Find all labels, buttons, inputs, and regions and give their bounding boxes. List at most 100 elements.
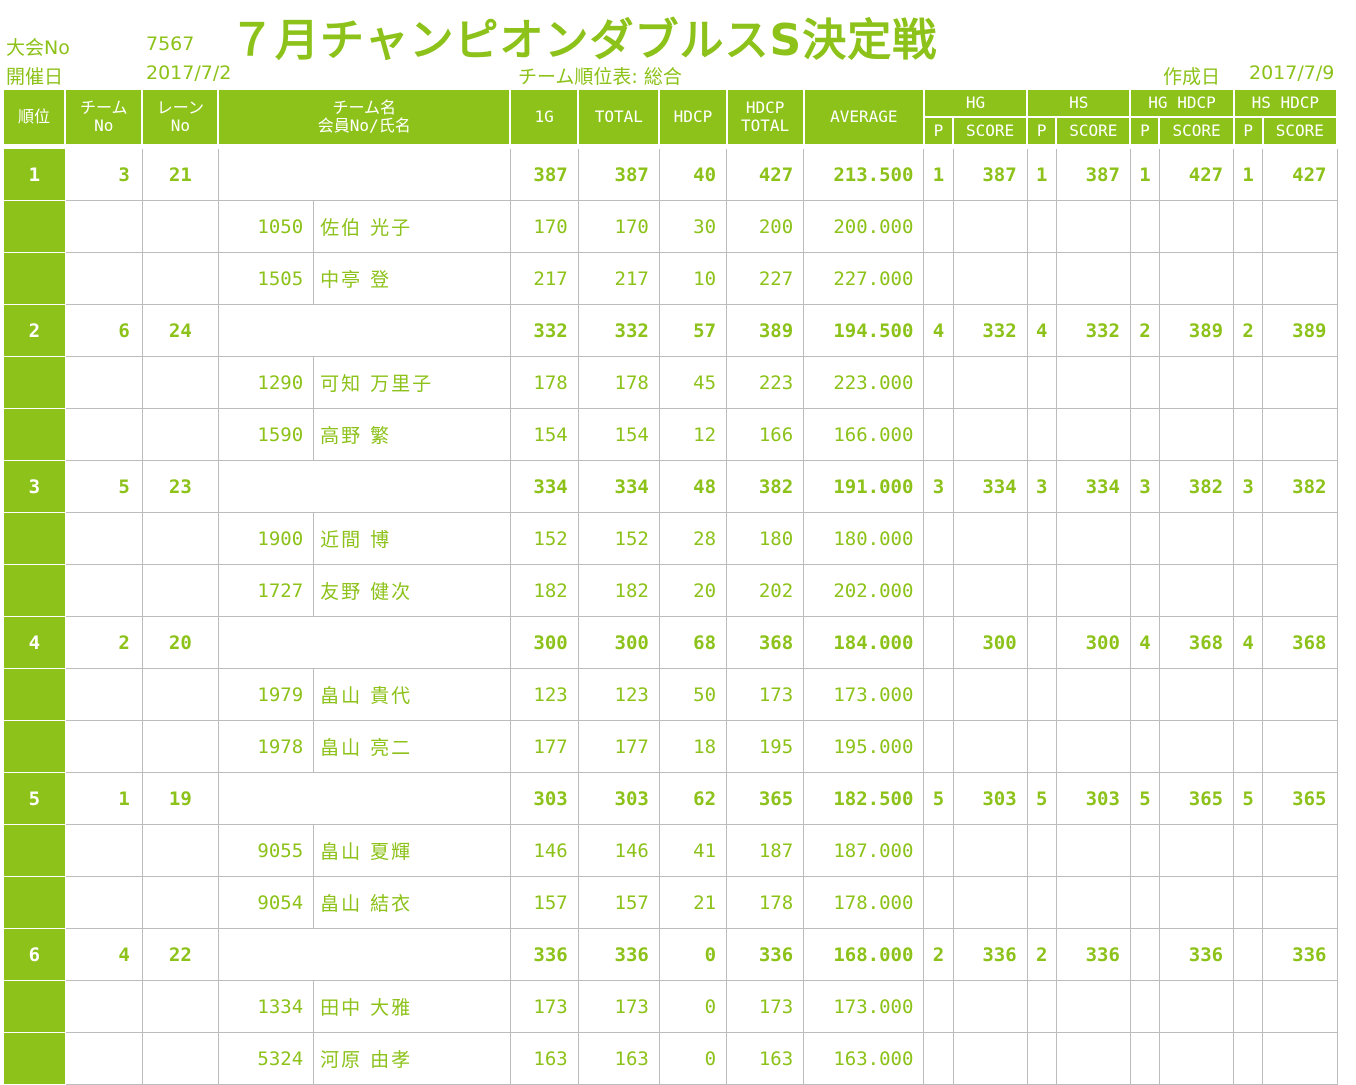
- hdcp-cell: 10: [659, 252, 728, 305]
- hg-score-cell: 336: [953, 928, 1028, 981]
- team-name-cell: [218, 616, 511, 669]
- col-hg-score: SCORE: [953, 117, 1029, 146]
- empty-cell: [1130, 980, 1160, 1033]
- empty-cell: [1159, 252, 1235, 305]
- team-no-cell: [65, 252, 143, 305]
- game1-cell: 123: [510, 668, 579, 721]
- team-no-cell: [65, 512, 143, 565]
- hg-score-cell: 334: [953, 460, 1028, 513]
- empty-cell: [1159, 1032, 1235, 1085]
- hdcp-cell: 0: [659, 980, 728, 1033]
- team-no-cell: [65, 720, 143, 773]
- created-date: 2017/7/9: [1249, 62, 1335, 84]
- empty-cell: [1027, 876, 1057, 929]
- empty-cell: [1130, 356, 1160, 409]
- hg-hdcp-score-cell: 389: [1159, 304, 1235, 357]
- empty-cell: [923, 252, 954, 305]
- team-row: 6 4 22 336 336 0 336 168.000 2 336 2 336 336 336: [4, 928, 1338, 981]
- rank-cell: [4, 200, 66, 253]
- empty-cell: [923, 668, 954, 721]
- lane-no-cell: [142, 356, 219, 409]
- empty-cell: [1130, 408, 1160, 461]
- hdcp-cell: 0: [659, 1032, 728, 1085]
- hdcp-total-cell: 368: [726, 616, 805, 669]
- empty-cell: [1159, 980, 1235, 1033]
- member-row: 1727 友野 健次 182 182 20 202 202.000: [4, 564, 1338, 617]
- empty-cell: [1262, 1032, 1338, 1085]
- empty-cell: [1056, 824, 1131, 877]
- tournament-no-label: 大会No: [6, 37, 70, 59]
- hs-hdcp-score-cell: 336: [1262, 928, 1338, 981]
- member-no-cell: 1979: [218, 668, 315, 721]
- empty-cell: [1262, 980, 1338, 1033]
- member-row: 1505 中亭 登 217 217 10 227 227.000: [4, 252, 1338, 305]
- hs-hdcp-place-cell: 3: [1233, 460, 1264, 513]
- lane-no-cell: [142, 252, 219, 305]
- empty-cell: [1056, 564, 1131, 617]
- empty-cell: [923, 720, 954, 773]
- col-hdcp-total: HDCP TOTAL: [726, 90, 805, 146]
- member-no-cell: 1727: [218, 564, 315, 617]
- empty-cell: [1233, 824, 1264, 877]
- empty-cell: [1056, 668, 1131, 721]
- game1-cell: 217: [510, 252, 579, 305]
- col-hgh-p: P: [1130, 117, 1161, 146]
- rank-cell: [4, 564, 66, 617]
- col-team-no: チーム No: [65, 90, 144, 146]
- empty-cell: [1233, 408, 1264, 461]
- empty-cell: [1262, 252, 1338, 305]
- team-name-cell: [218, 460, 511, 513]
- empty-cell: [1056, 356, 1131, 409]
- empty-cell: [1130, 876, 1160, 929]
- team-no-cell: [65, 408, 143, 461]
- average-cell: 173.000: [803, 980, 925, 1033]
- empty-cell: [1262, 876, 1338, 929]
- average-cell: 195.000: [803, 720, 925, 773]
- hg-place-cell: 1: [923, 149, 954, 201]
- empty-cell: [1130, 200, 1160, 253]
- hs-hdcp-place-cell: [1233, 928, 1264, 981]
- hg-hdcp-place-cell: 3: [1130, 460, 1160, 513]
- hs-score-cell: 332: [1056, 304, 1131, 357]
- total-cell: 182: [578, 564, 660, 617]
- total-cell: 303: [578, 772, 660, 825]
- hdcp-cell: 30: [659, 200, 728, 253]
- hdcp-total-cell: 195: [726, 720, 805, 773]
- empty-cell: [1056, 980, 1131, 1033]
- empty-cell: [1056, 720, 1131, 773]
- empty-cell: [1159, 668, 1235, 721]
- col-rank: 順位: [4, 90, 67, 146]
- hdcp-cell: 28: [659, 512, 728, 565]
- member-no-cell: 9055: [218, 824, 315, 877]
- rank-cell: [4, 408, 66, 461]
- team-name-cell: [218, 149, 511, 201]
- col-hsh-p: P: [1233, 117, 1264, 146]
- col-hg-p: P: [923, 117, 955, 146]
- total-cell: 300: [578, 616, 660, 669]
- member-name-cell: 佐伯 光子: [313, 200, 511, 253]
- col-average: AVERAGE: [803, 90, 925, 146]
- empty-cell: [1159, 720, 1235, 773]
- hdcp-total-cell: 166: [726, 408, 805, 461]
- empty-cell: [1027, 668, 1057, 721]
- hs-hdcp-place-cell: 1: [1233, 149, 1264, 201]
- member-no-cell: 1505: [218, 252, 315, 305]
- lane-no-cell: [142, 824, 219, 877]
- lane-no-cell: [142, 564, 219, 617]
- game1-cell: 303: [510, 772, 579, 825]
- empty-cell: [1027, 252, 1057, 305]
- col-hdcp: HDCP: [659, 90, 728, 146]
- hdcp-cell: 12: [659, 408, 728, 461]
- hdcp-cell: 45: [659, 356, 728, 409]
- game1-cell: 170: [510, 200, 579, 253]
- empty-cell: [953, 512, 1028, 565]
- hs-hdcp-place-cell: 5: [1233, 772, 1264, 825]
- empty-cell: [923, 564, 954, 617]
- empty-cell: [1056, 200, 1131, 253]
- team-no-cell: [65, 668, 143, 721]
- empty-cell: [1027, 408, 1057, 461]
- member-row: 1334 田中 大雅 173 173 0 173 173.000: [4, 980, 1338, 1033]
- empty-cell: [1056, 252, 1131, 305]
- game1-cell: 182: [510, 564, 579, 617]
- empty-cell: [1056, 876, 1131, 929]
